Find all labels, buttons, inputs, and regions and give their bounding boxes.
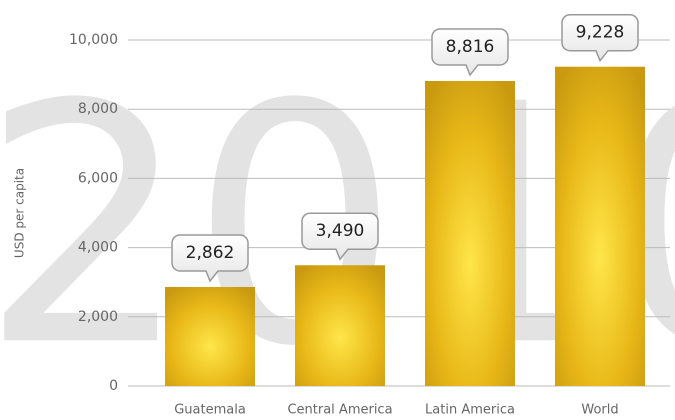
y-tick-label: 0 (109, 378, 118, 394)
callout-bubble (431, 28, 509, 77)
y-tick-label: 6,000 (78, 170, 118, 186)
y-tick-label: 10,000 (69, 32, 118, 48)
y-axis-label: USD per capita (13, 168, 27, 258)
x-tick-label: World (581, 403, 618, 418)
callout-bubble (171, 234, 249, 283)
y-tick-label: 4,000 (78, 240, 118, 256)
bar (425, 80, 515, 386)
callout-bubble (301, 212, 379, 261)
x-tick-label: Central America (287, 403, 392, 418)
x-tick-label: Guatemala (174, 403, 246, 418)
value-label: 3,490 (316, 221, 365, 241)
bar (295, 265, 385, 386)
bar (555, 66, 645, 387)
x-tick-label: Latin America (425, 403, 515, 418)
value-label: 9,228 (576, 23, 625, 43)
value-label: 2,862 (186, 243, 235, 263)
value-label: 8,816 (446, 37, 495, 57)
y-tick-label: 8,000 (78, 101, 118, 117)
y-tick-label: 2,000 (78, 309, 118, 325)
bar (165, 286, 255, 386)
callout-bubble (561, 13, 639, 63)
